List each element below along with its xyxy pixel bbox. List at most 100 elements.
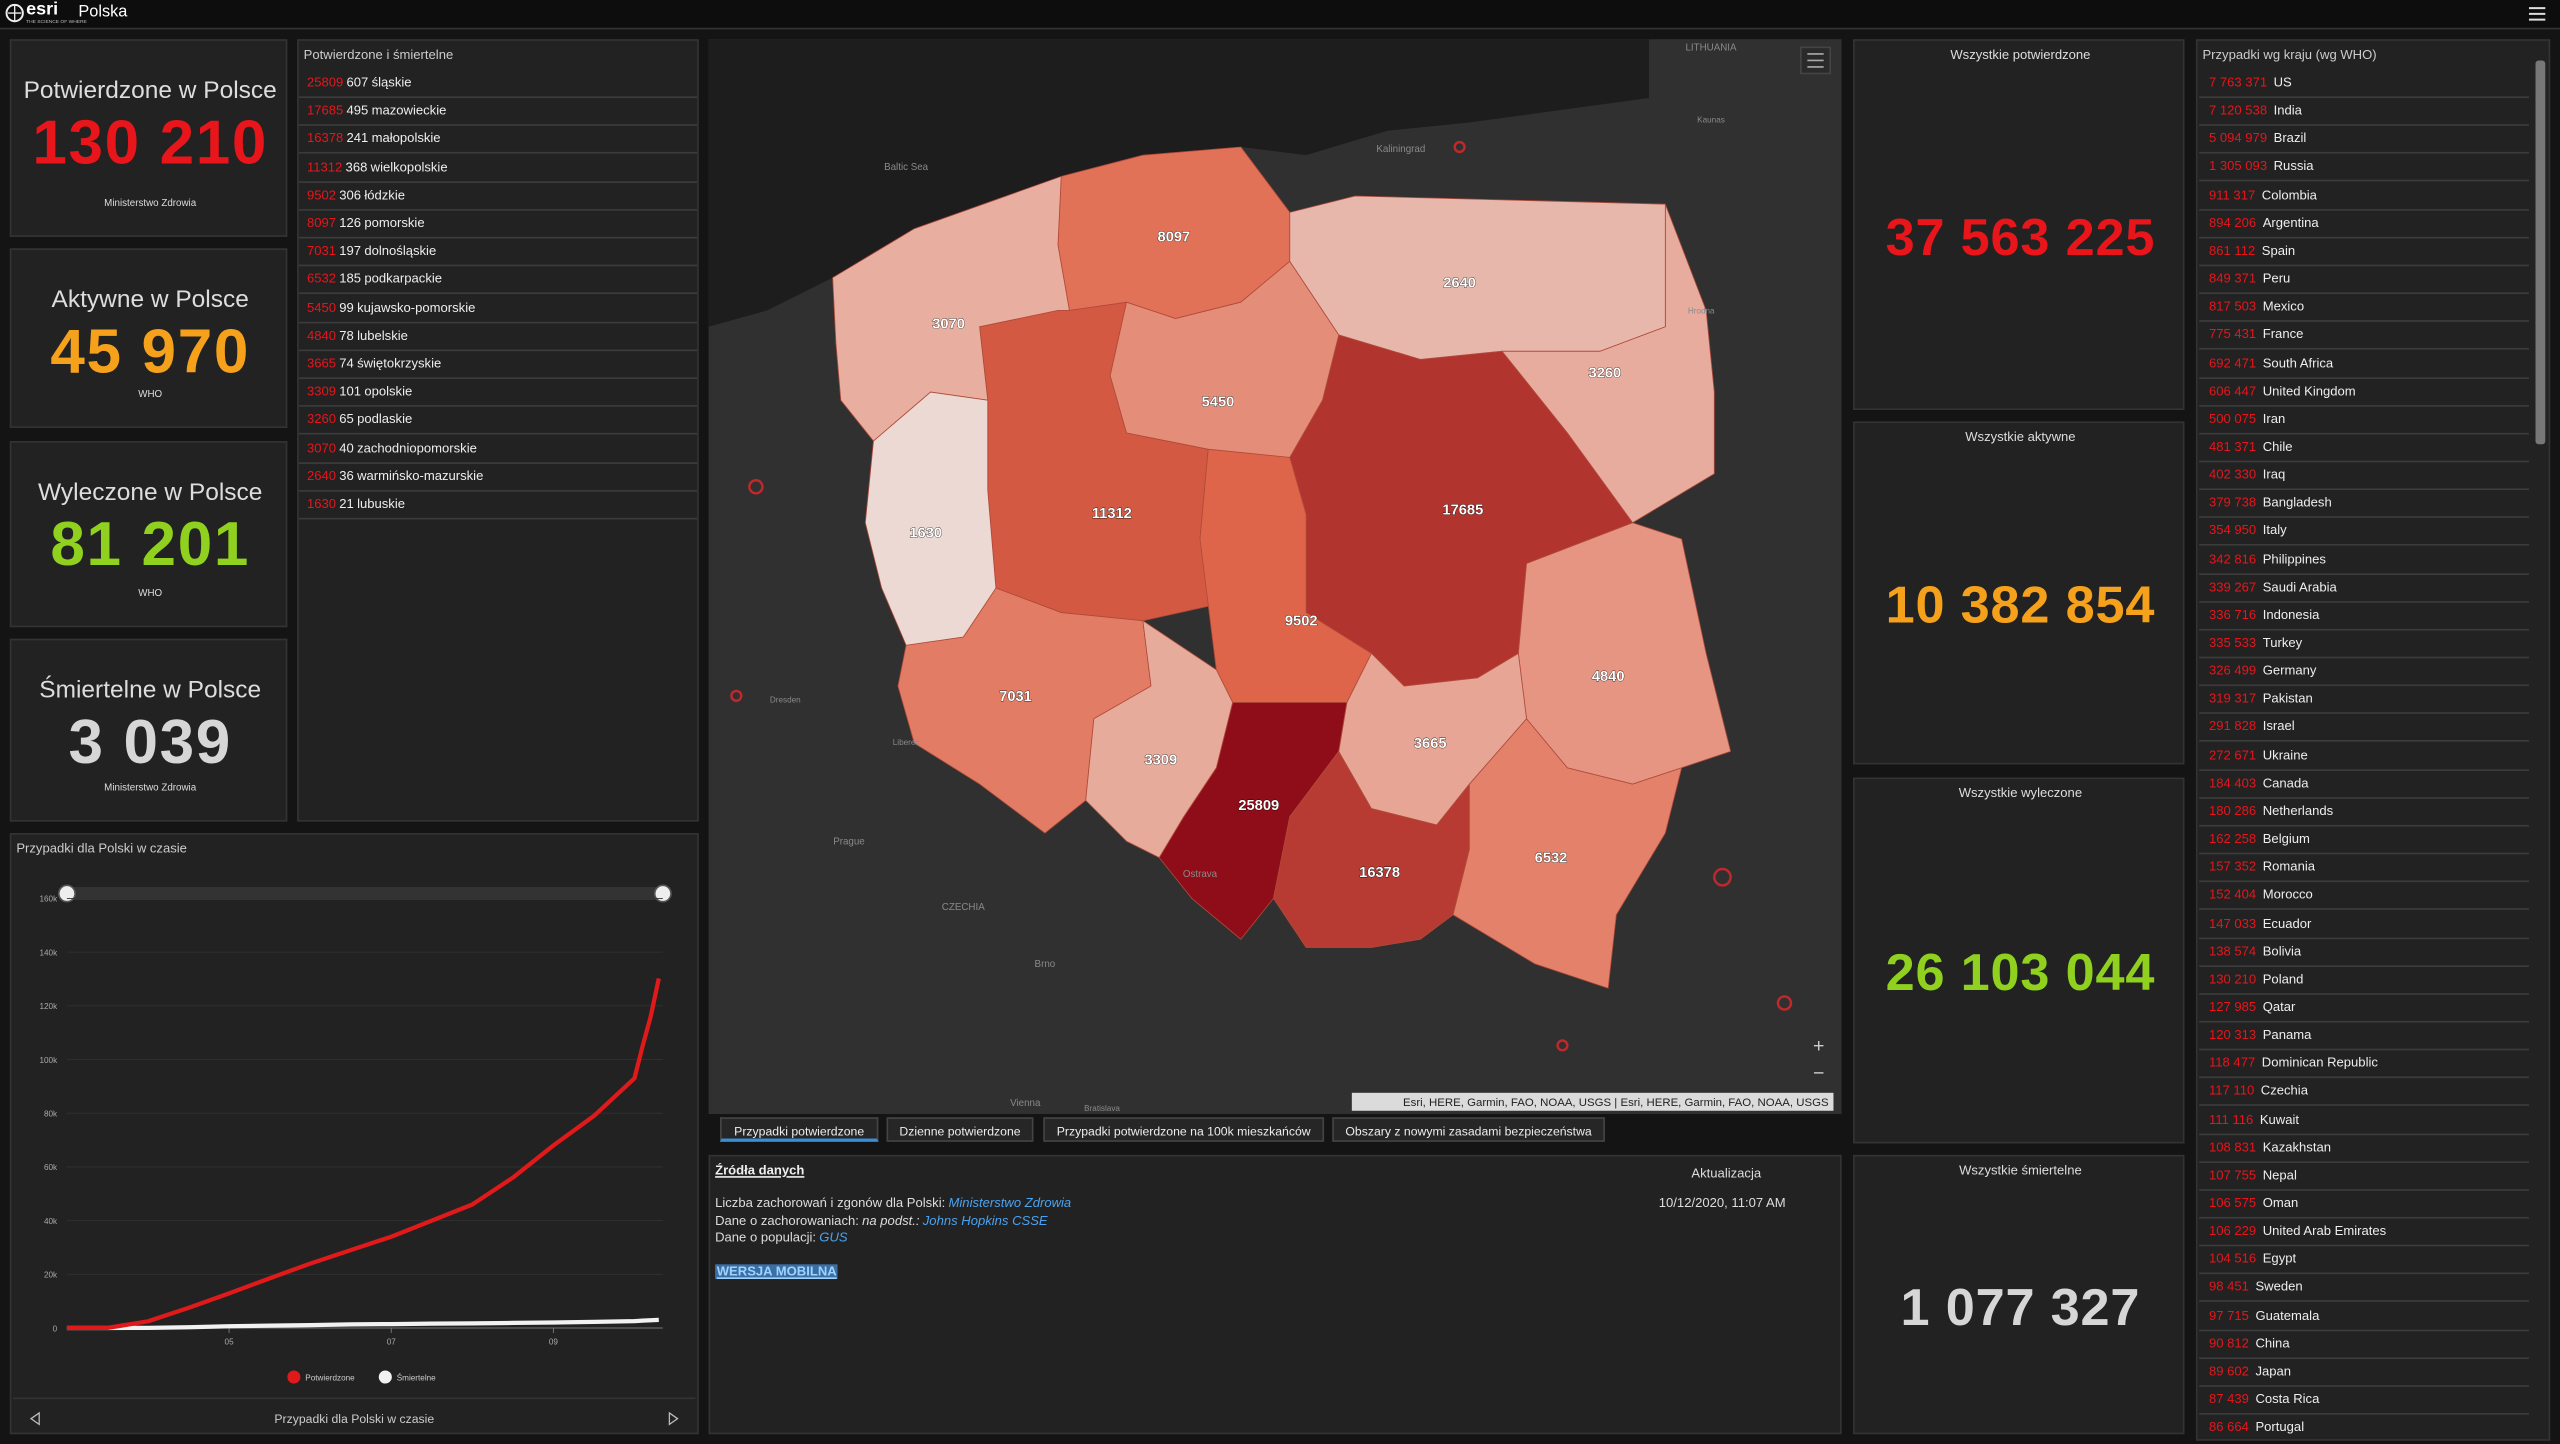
country-row: 162 258 Belgium <box>2199 827 2529 855</box>
mobile-link[interactable]: WERSJA MOBILNA <box>715 1264 839 1280</box>
country-value: 911 317 <box>2208 187 2256 202</box>
chart-nav-title: Przypadki dla Polski w czasie <box>274 1412 434 1426</box>
place-label: Bratislava <box>1084 1104 1120 1113</box>
deaths: 495 <box>346 103 369 118</box>
source-link[interactable]: GUS <box>819 1230 848 1245</box>
menu-button[interactable] <box>2527 5 2547 23</box>
country-row: 98 451 Sweden <box>2199 1275 2529 1303</box>
country-row: 127 985 Qatar <box>2199 995 2529 1023</box>
country-row: 118 477 Dominican Republic <box>2199 1051 2529 1079</box>
country-value: 184 403 <box>2208 775 2257 791</box>
tab[interactable]: Przypadki potwierdzone na 100k mieszkańc… <box>1043 1117 1325 1142</box>
place-label: Baltic Sea <box>884 162 929 173</box>
source-link[interactable]: Ministerstwo Zdrowia <box>948 1195 1072 1211</box>
country-row: 7 763 371 US <box>2199 70 2529 99</box>
confirmed: 3260 <box>306 412 336 427</box>
card-source: Ministerstwo Zdrowia <box>104 784 197 794</box>
region-shape[interactable] <box>1517 522 1732 785</box>
country-name: Dominican Republic <box>2261 1055 2378 1071</box>
country-name: Iran <box>2262 411 2286 427</box>
country-name: Russia <box>2273 159 2314 174</box>
country-name: Philippines <box>2262 551 2326 567</box>
region-shape[interactable] <box>1289 195 1666 360</box>
country-value: 87 439 <box>2208 1391 2249 1407</box>
card-value: 45 970 <box>50 318 250 388</box>
region-list-panel: Potwierdzone i śmiertelne <box>297 39 699 822</box>
deaths: 36 <box>339 468 354 484</box>
country-row: 111 116 Kuwait <box>2199 1107 2529 1135</box>
logo-globe <box>5 3 24 23</box>
region-shape[interactable] <box>1338 652 1527 826</box>
country-name: Costa Rica <box>2255 1391 2320 1407</box>
country-value: 817 503 <box>2208 299 2257 314</box>
region-row: 8097 126 pomorskie <box>298 211 698 239</box>
nav-prev[interactable] <box>29 1411 40 1426</box>
slider-handle[interactable] <box>653 884 672 903</box>
y-tick-label: 20k <box>44 1271 58 1280</box>
deaths: 99 <box>339 299 354 315</box>
region-shape[interactable] <box>864 391 997 646</box>
slider-handle[interactable] <box>57 884 76 903</box>
country-row: 104 516 Egypt <box>2199 1247 2529 1275</box>
region-shape[interactable] <box>1109 260 1340 458</box>
place-label: Dresden <box>770 695 801 704</box>
country-row: 319 317 Pakistan <box>2199 687 2529 715</box>
country-value: 500 075 <box>2208 411 2257 427</box>
deaths: 101 <box>339 384 362 399</box>
place-label: Prague <box>833 837 865 848</box>
confirmed: 5450 <box>306 299 336 315</box>
country-value: 692 471 <box>2208 355 2257 370</box>
country-row: 861 112 Spain <box>2199 238 2529 267</box>
confirmed: 16378 <box>306 131 344 147</box>
card-source: WHO <box>138 589 163 600</box>
country-name: Sweden <box>2255 1279 2303 1295</box>
series-line <box>66 977 661 1331</box>
stat-card: Wszystkie śmiertelne 1 077 327 <box>1853 1154 2185 1435</box>
country-name: Romania <box>2262 859 2315 875</box>
country-value: 89 602 <box>2208 1363 2249 1379</box>
legend-swatch[interactable] <box>287 1370 301 1384</box>
country-name: Portugal <box>2255 1419 2305 1435</box>
region-name: podlaskie <box>357 412 413 427</box>
country-value: 106 575 <box>2208 1195 2257 1211</box>
source-text: Dane o zachorowaniach: <box>715 1212 859 1228</box>
y-tick-label: 120k <box>39 1002 58 1011</box>
legend-swatch[interactable] <box>378 1370 392 1384</box>
tab[interactable]: Obszary z nowymi zasadami bezpieczeństwa <box>1332 1117 1605 1142</box>
country-name: Panama <box>2262 1027 2312 1043</box>
region-row: 1630 21 lubuskie <box>298 492 698 520</box>
range-slider[interactable] <box>66 886 663 901</box>
country-name: Spain <box>2261 243 2296 258</box>
region-shape[interactable] <box>1085 619 1234 859</box>
region-row: 16378 241 małopolskie <box>298 126 698 155</box>
map[interactable]: 25809 17685 16378 11312 9502 8097 7031 6532 5450… <box>708 39 1842 1115</box>
source-link[interactable]: Johns Hopkins CSSE <box>922 1212 1048 1228</box>
country-name: South Africa <box>2262 355 2334 370</box>
tab[interactable]: Przypadki potwierdzone <box>719 1117 879 1142</box>
scrollbar[interactable] <box>2535 60 2546 445</box>
deaths: 197 <box>339 243 362 259</box>
country-row: 606 447 United Kingdom <box>2199 378 2529 407</box>
zoom-out[interactable]: − <box>1813 1063 1824 1085</box>
confirmed: 11312 <box>306 159 343 175</box>
panel-title: Przypadki wg kraju (wg WHO) <box>2202 47 2377 63</box>
region-row: 3309 101 opolskie <box>298 379 698 408</box>
confirmed: 7031 <box>306 243 336 259</box>
x-tick-label: 09 <box>549 1337 559 1346</box>
country-value: 106 229 <box>2208 1223 2257 1239</box>
region-name: lubuskie <box>357 496 405 512</box>
tab[interactable]: Dzienne potwierdzone <box>886 1117 1034 1142</box>
country-name: Israel <box>2262 719 2295 735</box>
country-list-panel: Przypadki wg kraju (wg WHO) 7 763 371 US 7… <box>2195 39 2551 1441</box>
zoom-in[interactable]: + <box>1813 1035 1824 1057</box>
country-row: 326 499 Germany <box>2199 659 2529 687</box>
region-shape[interactable] <box>832 175 1070 442</box>
update-time: 10/12/2020, 11:07 AM <box>1658 1195 1786 1211</box>
country-name: Italy <box>2262 523 2287 539</box>
region-name: dolnośląskie <box>364 243 437 259</box>
country-value: 342 816 <box>2208 551 2257 567</box>
region-row: 6532 185 podkarpackie <box>298 267 698 295</box>
nav-next[interactable] <box>668 1411 679 1426</box>
logo: esri <box>26 0 59 20</box>
region-name: łódzkie <box>364 187 405 203</box>
